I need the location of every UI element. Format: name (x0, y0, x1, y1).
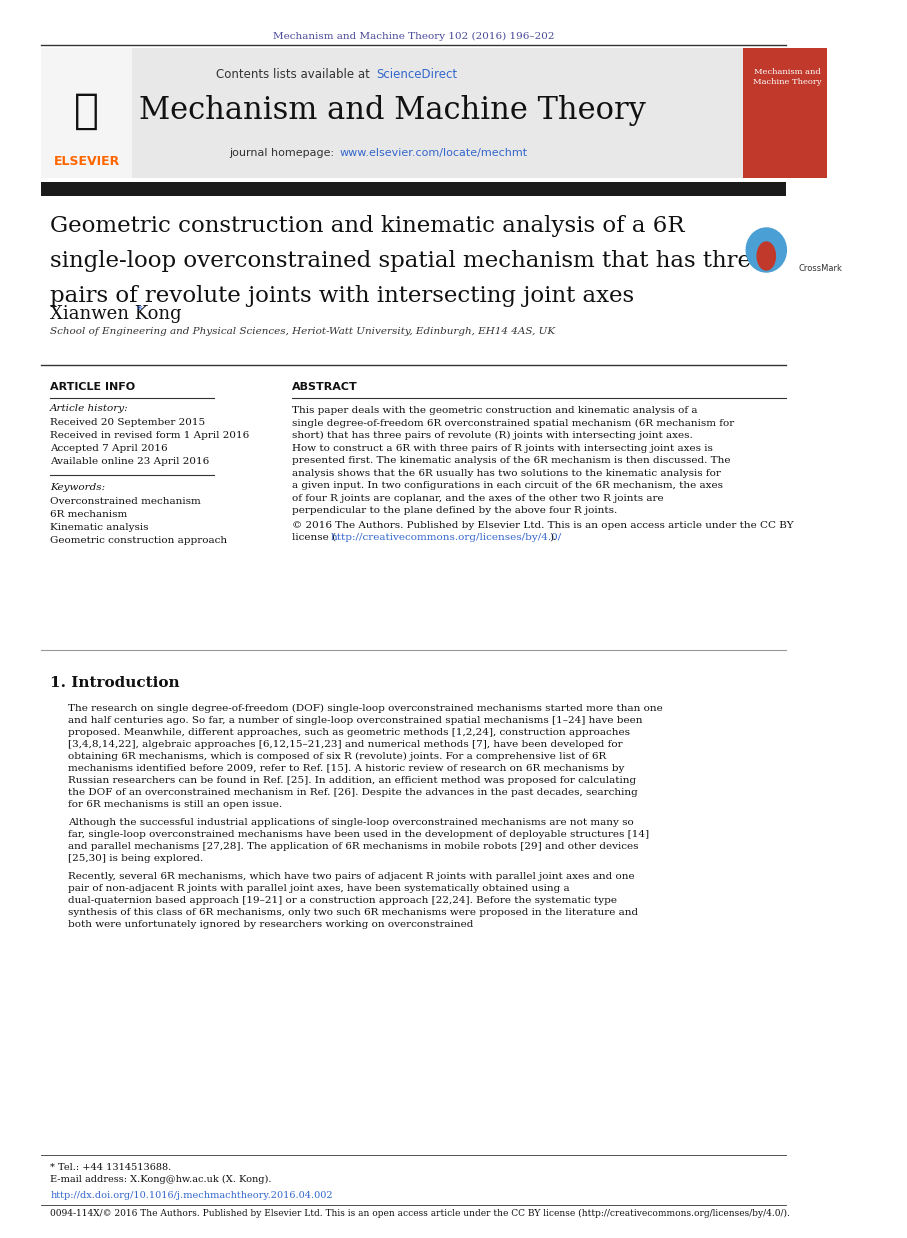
Text: Received in revised form 1 April 2016: Received in revised form 1 April 2016 (50, 431, 249, 439)
Bar (41, 48, 744, 178)
Text: 0094-114X/© 2016 The Authors. Published by Elsevier Ltd. This is an open access : 0094-114X/© 2016 The Authors. Published … (50, 1210, 790, 1218)
Text: 6R mechanism: 6R mechanism (50, 510, 127, 519)
Text: 🌳: 🌳 (74, 90, 99, 132)
Text: © 2016 The Authors. Published by Elsevier Ltd. This is an open access article un: © 2016 The Authors. Published by Elsevie… (292, 520, 794, 530)
Text: [3,4,8,14,22], algebraic approaches [6,12,15–21,23] and numerical methods [7], h: [3,4,8,14,22], algebraic approaches [6,1… (68, 740, 623, 749)
Text: Recently, several 6R mechanisms, which have two pairs of adjacent R joints with : Recently, several 6R mechanisms, which h… (68, 872, 635, 881)
Text: pairs of revolute joints with intersecting joint axes: pairs of revolute joints with intersecti… (50, 285, 634, 307)
Text: presented first. The kinematic analysis of the 6R mechanism is then discussed. T: presented first. The kinematic analysis … (292, 456, 730, 465)
Text: School of Engineering and Physical Sciences, Heriot-Watt University, Edinburgh, : School of Engineering and Physical Scien… (50, 327, 555, 335)
Text: How to construct a 6R with three pairs of R joints with intersecting joint axes : How to construct a 6R with three pairs o… (292, 443, 713, 453)
Text: Article history:: Article history: (50, 404, 129, 413)
Text: http://creativecommons.org/licenses/by/4.0/: http://creativecommons.org/licenses/by/4… (330, 532, 561, 541)
Text: mechanisms identified before 2009, refer to Ref. [15]. A historic review of rese: mechanisms identified before 2009, refer… (68, 764, 625, 773)
Text: Mechanism and
Machine Theory: Mechanism and Machine Theory (753, 68, 822, 87)
Text: E-mail address: X.Kong@hw.ac.uk (X. Kong).: E-mail address: X.Kong@hw.ac.uk (X. Kong… (50, 1175, 272, 1184)
Text: Geometric construction and kinematic analysis of a 6R: Geometric construction and kinematic ana… (50, 215, 685, 236)
Text: Mechanism and Machine Theory: Mechanism and Machine Theory (139, 95, 646, 126)
Text: perpendicular to the plane defined by the above four R joints.: perpendicular to the plane defined by th… (292, 506, 617, 515)
Text: ).: ). (549, 532, 557, 541)
Text: [25,30] is being explored.: [25,30] is being explored. (68, 854, 204, 863)
Bar (744, 48, 832, 178)
Text: Contents lists available at: Contents lists available at (217, 68, 374, 80)
Text: journal homepage:: journal homepage: (229, 149, 337, 158)
Text: obtaining 6R mechanisms, which is composed of six R (revolute) joints. For a com: obtaining 6R mechanisms, which is compos… (68, 751, 607, 761)
Text: and half centuries ago. So far, a number of single-loop overconstrained spatial : and half centuries ago. So far, a number… (68, 716, 643, 725)
Text: ARTICLE INFO: ARTICLE INFO (50, 383, 135, 392)
Text: Available online 23 April 2016: Available online 23 April 2016 (50, 457, 210, 465)
Ellipse shape (757, 241, 775, 270)
Text: synthesis of this class of 6R mechanisms, only two such 6R mechanisms were propo: synthesis of this class of 6R mechanisms… (68, 907, 639, 917)
Text: Keywords:: Keywords: (50, 483, 105, 491)
Text: Received 20 September 2015: Received 20 September 2015 (50, 418, 205, 427)
Text: * Tel.: +44 1314513688.: * Tel.: +44 1314513688. (50, 1162, 171, 1172)
Text: Xianwen Kong: Xianwen Kong (50, 305, 181, 323)
Text: far, single-loop overconstrained mechanisms have been used in the development of: far, single-loop overconstrained mechani… (68, 829, 649, 839)
Text: license (: license ( (292, 532, 336, 541)
Text: short) that has three pairs of revolute (R) joints with intersecting joint axes.: short) that has three pairs of revolute … (292, 431, 693, 441)
Text: single-loop overconstrained spatial mechanism that has three: single-loop overconstrained spatial mech… (50, 250, 765, 272)
Text: www.elsevier.com/locate/mechmt: www.elsevier.com/locate/mechmt (339, 149, 528, 158)
Text: analysis shows that the 6R usually has two solutions to the kinematic analysis f: analysis shows that the 6R usually has t… (292, 468, 721, 478)
Text: The research on single degree-of-freedom (DOF) single-loop overconstrained mecha: The research on single degree-of-freedom… (68, 704, 663, 713)
Text: single degree-of-freedom 6R overconstrained spatial mechanism (6R mechanism for: single degree-of-freedom 6R overconstrai… (292, 418, 734, 427)
Text: Russian researchers can be found in Ref. [25]. In addition, an efficient method : Russian researchers can be found in Ref.… (68, 776, 637, 785)
Text: the DOF of an overconstrained mechanism in Ref. [26]. Despite the advances in th: the DOF of an overconstrained mechanism … (68, 789, 639, 797)
Text: Overconstrained mechanism: Overconstrained mechanism (50, 496, 201, 506)
Text: Kinematic analysis: Kinematic analysis (50, 522, 149, 532)
Text: Geometric construction approach: Geometric construction approach (50, 536, 228, 545)
Text: ABSTRACT: ABSTRACT (292, 383, 357, 392)
Text: of four R joints are coplanar, and the axes of the other two R joints are: of four R joints are coplanar, and the a… (292, 494, 664, 503)
Text: for 6R mechanisms is still an open issue.: for 6R mechanisms is still an open issue… (68, 800, 283, 808)
Text: 1. Introduction: 1. Introduction (50, 676, 180, 690)
Text: ScienceDirect: ScienceDirect (375, 68, 457, 80)
Text: dual-quaternion based approach [19–21] or a construction approach [22,24]. Befor: dual-quaternion based approach [19–21] o… (68, 896, 618, 905)
Text: ELSEVIER: ELSEVIER (54, 155, 120, 168)
Text: Although the successful industrial applications of single-loop overconstrained m: Although the successful industrial appli… (68, 818, 634, 827)
Text: CrossMark: CrossMark (798, 264, 842, 272)
Text: http://dx.doi.org/10.1016/j.mechmachtheory.2016.04.002: http://dx.doi.org/10.1016/j.mechmachtheo… (50, 1191, 333, 1200)
Text: proposed. Meanwhile, different approaches, such as geometric methods [1,2,24], c: proposed. Meanwhile, different approache… (68, 728, 630, 737)
Bar (41, 48, 132, 178)
Text: Mechanism and Machine Theory 102 (2016) 196–202: Mechanism and Machine Theory 102 (2016) … (272, 32, 554, 41)
Bar (41, 182, 786, 196)
Text: Accepted 7 April 2016: Accepted 7 April 2016 (50, 444, 168, 453)
Text: *: * (137, 305, 142, 314)
Text: and parallel mechanisms [27,28]. The application of 6R mechanisms in mobile robo: and parallel mechanisms [27,28]. The app… (68, 842, 639, 851)
Text: a given input. In two configurations in each circuit of the 6R mechanism, the ax: a given input. In two configurations in … (292, 482, 723, 490)
Circle shape (746, 228, 786, 272)
Text: pair of non-adjacent R joints with parallel joint axes, have been systematically: pair of non-adjacent R joints with paral… (68, 884, 570, 893)
Text: both were unfortunately ignored by researchers working on overconstrained: both were unfortunately ignored by resea… (68, 920, 473, 928)
Text: This paper deals with the geometric construction and kinematic analysis of a: This paper deals with the geometric cons… (292, 406, 697, 415)
